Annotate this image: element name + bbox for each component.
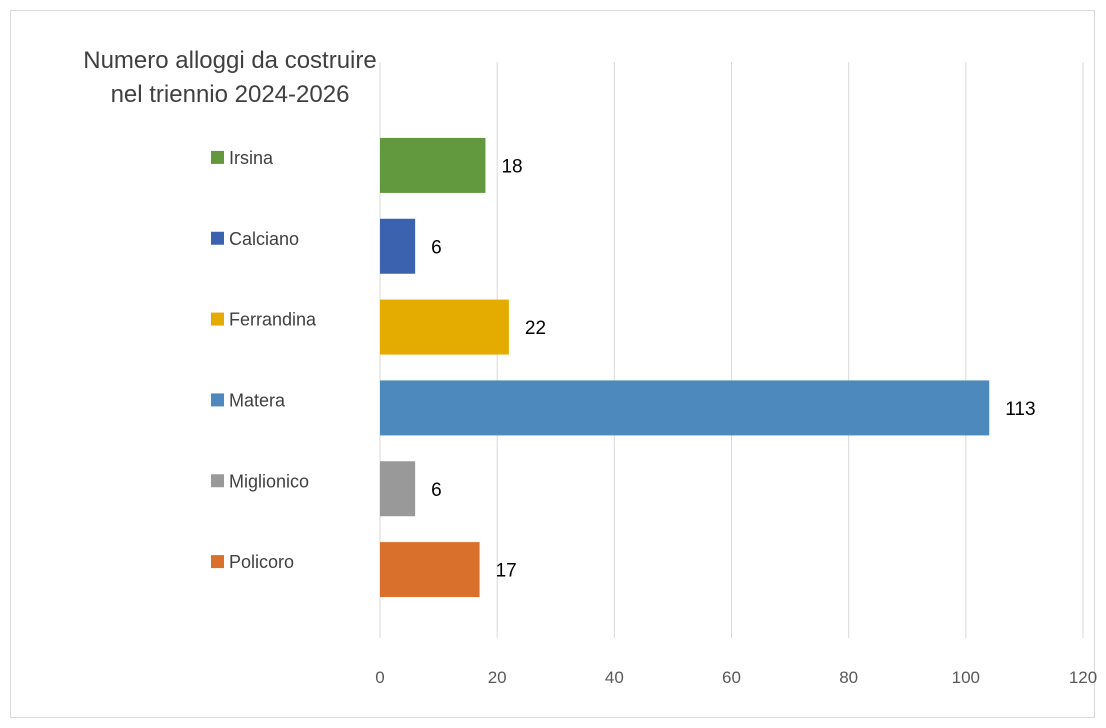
- legend-label-matera: Matera: [229, 390, 286, 410]
- bar-irsina: [380, 138, 485, 193]
- legend-label-irsina: Irsina: [229, 148, 274, 168]
- legend-swatch-irsina: [211, 151, 224, 164]
- x-tick-label: 60: [722, 668, 741, 687]
- x-tick-label: 20: [488, 668, 507, 687]
- x-axis-ticks: 0 20 40 60 80 100 120: [375, 668, 1097, 687]
- data-label-irsina: 18: [501, 156, 522, 177]
- legend-label-calciano: Calciano: [229, 229, 299, 249]
- legend-swatch-miglionico: [211, 474, 224, 487]
- legend-label-miglionico: Miglionico: [229, 471, 309, 491]
- data-label-miglionico: 6: [431, 480, 442, 501]
- legend-label-ferrandina: Ferrandina: [229, 310, 317, 330]
- x-tick-label: 100: [952, 668, 980, 687]
- legend-swatch-matera: [211, 393, 224, 406]
- data-label-calciano: 6: [431, 237, 442, 258]
- data-label-policoro: 17: [496, 561, 517, 582]
- bar-calciano: [380, 219, 415, 274]
- x-tick-label: 40: [605, 668, 624, 687]
- bar-matera: [380, 380, 989, 435]
- bar-ferrandina: [380, 300, 509, 355]
- x-tick-label: 120: [1069, 668, 1097, 687]
- data-labels: 18 6 22 113 6 17: [431, 156, 1035, 581]
- data-label-ferrandina: 22: [525, 318, 546, 339]
- legend: Irsina Calciano Ferrandina Matera Miglionico…: [211, 148, 317, 572]
- bar-policoro: [380, 542, 480, 597]
- data-label-matera: 113: [1005, 399, 1035, 420]
- legend-swatch-policoro: [211, 555, 224, 568]
- bars: [380, 138, 989, 597]
- legend-label-policoro: Policoro: [229, 552, 294, 572]
- x-tick-label: 80: [839, 668, 858, 687]
- legend-swatch-ferrandina: [211, 313, 224, 326]
- x-tick-label: 0: [375, 668, 384, 687]
- bar-miglionico: [380, 461, 415, 516]
- legend-swatch-calciano: [211, 232, 224, 245]
